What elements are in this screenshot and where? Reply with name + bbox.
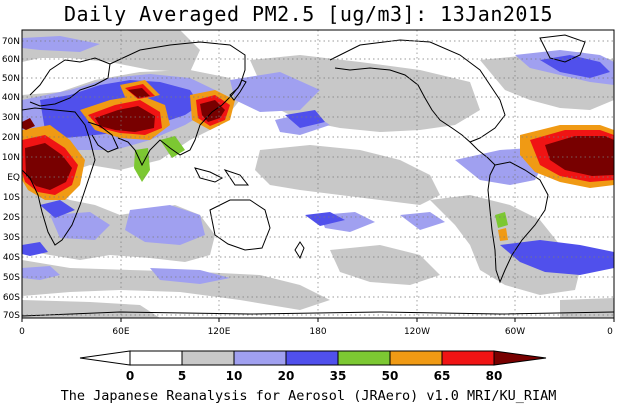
lon-label: 120E [208,327,231,337]
colorbar-swatch [129,350,183,366]
colorbar-swatch [233,350,287,366]
lat-label: 50S [3,273,20,283]
lat-label: 60N [2,55,20,65]
lat-label: EQ [7,173,20,183]
lon-label: 0 [607,327,613,337]
lat-label: 50N [2,74,20,84]
lon-label: 120W [404,327,430,337]
colorbar-swatch [337,350,391,366]
lat-label: 30S [3,233,20,243]
coastlines [22,34,614,317]
colorbar-label: 10 [226,369,243,383]
colorbar-label: 5 [178,369,186,383]
colorbar-label: 0 [126,369,134,383]
colorbar-swatch [285,350,339,366]
colorbar-swatch [181,350,235,366]
lat-label: 60S [3,293,20,303]
colorbar-label: 65 [434,369,451,383]
latitude-labels: 70N 60N 50N 40N 30N 20N 10N EQ 10S 20S 3… [2,37,20,321]
lat-label: 70N [2,37,20,47]
lat-label: 70S [3,311,20,321]
lat-label: 10N [2,153,20,163]
colorbar-swatch [389,350,443,366]
colorbar-min-triangle [79,350,131,366]
lat-label: 40S [3,253,20,263]
colorbar-swatch [441,350,495,366]
tick-marks [21,318,615,322]
lat-label: 30N [2,113,20,123]
map-title: Daily Averaged PM2.5 [ug/m3]: 13Jan2015 [63,2,554,26]
lon-label: 60W [505,327,525,337]
grid-lines [22,30,614,318]
lon-label: 180 [309,327,326,337]
lat-label: 20S [3,213,20,223]
lat-label: 40N [2,93,20,103]
colorbar-label: 50 [382,369,399,383]
colorbar-label: 20 [278,369,295,383]
colorbar-label: 80 [486,369,503,383]
concentration-field [22,30,614,318]
lat-label: 20N [2,133,20,143]
lon-label: 0 [19,327,25,337]
dark-red-level-areas [22,88,614,190]
data-source-credit: The Japanese Reanalysis for Aerosol (JRA… [60,388,557,404]
lat-label: 10S [3,193,20,203]
lon-label: 60E [112,327,129,337]
colorbar: 0 5 10 20 35 50 65 80 [79,350,547,383]
colorbar-label: 35 [330,369,347,383]
longitude-labels: 0 60E 120E 180 120W 60W 0 [19,327,613,337]
colorbar-max-triangle [493,350,547,366]
